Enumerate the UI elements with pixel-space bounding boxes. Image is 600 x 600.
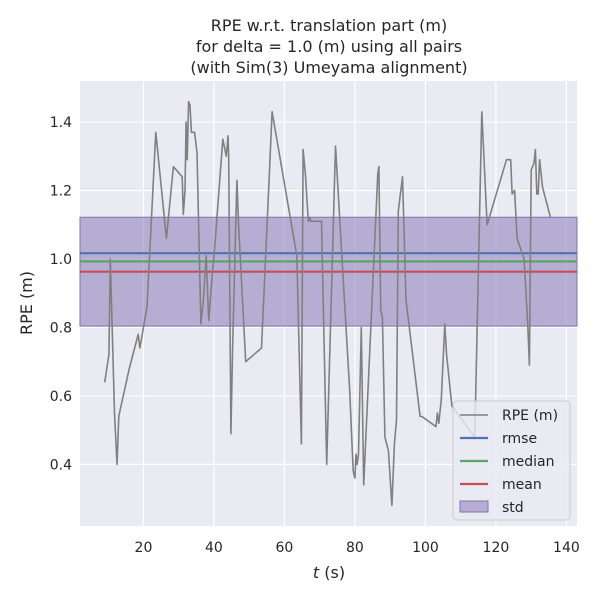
series-layer xyxy=(103,100,552,507)
x-tick-label: 140 xyxy=(553,540,580,556)
y-tick-label: 0.4 xyxy=(50,457,72,473)
title-line-1: RPE w.r.t. translation part (m) xyxy=(211,16,447,35)
chart-title: RPE w.r.t. translation part (m) for delt… xyxy=(190,16,467,77)
title-line-3: (with Sim(3) Umeyama alignment) xyxy=(190,58,467,77)
legend-swatch-std xyxy=(459,500,489,513)
legend-label: RPE (m) xyxy=(502,408,558,424)
legend-label: mean xyxy=(502,477,542,493)
x-axis-label: t (s) xyxy=(313,563,345,582)
legend-label: std xyxy=(502,500,524,516)
legend: RPE (m) rmse median mean std xyxy=(452,400,571,521)
y-tick-label: 0.8 xyxy=(50,320,72,336)
y-tick-label: 0.6 xyxy=(50,389,72,405)
title-line-2: for delta = 1.0 (m) using all pairs xyxy=(196,37,462,56)
x-tick-label: 40 xyxy=(205,540,223,556)
x-tick-labels: 20 40 60 80 100 120 140 xyxy=(135,540,580,556)
y-tick-labels: 0.4 0.6 0.8 1.0 1.2 1.4 xyxy=(50,115,72,473)
x-tick-label: 80 xyxy=(346,540,364,556)
x-axis-label-unit: (s) xyxy=(319,563,345,582)
legend-box xyxy=(452,400,571,521)
x-tick-label: 100 xyxy=(412,540,439,556)
legend-label: median xyxy=(502,454,554,470)
rpe-series-line xyxy=(103,100,552,507)
y-tick-label: 1.2 xyxy=(50,184,72,200)
y-axis-label: RPE (m) xyxy=(17,271,36,335)
x-tick-label: 60 xyxy=(276,540,294,556)
y-tick-label: 1.0 xyxy=(50,252,72,268)
x-axis-label-var: t xyxy=(313,563,320,582)
legend-label: rmse xyxy=(502,431,537,447)
x-tick-label: 20 xyxy=(135,540,153,556)
stat-lines xyxy=(80,252,577,273)
x-tick-label: 120 xyxy=(483,540,510,556)
y-tick-label: 1.4 xyxy=(50,115,72,131)
